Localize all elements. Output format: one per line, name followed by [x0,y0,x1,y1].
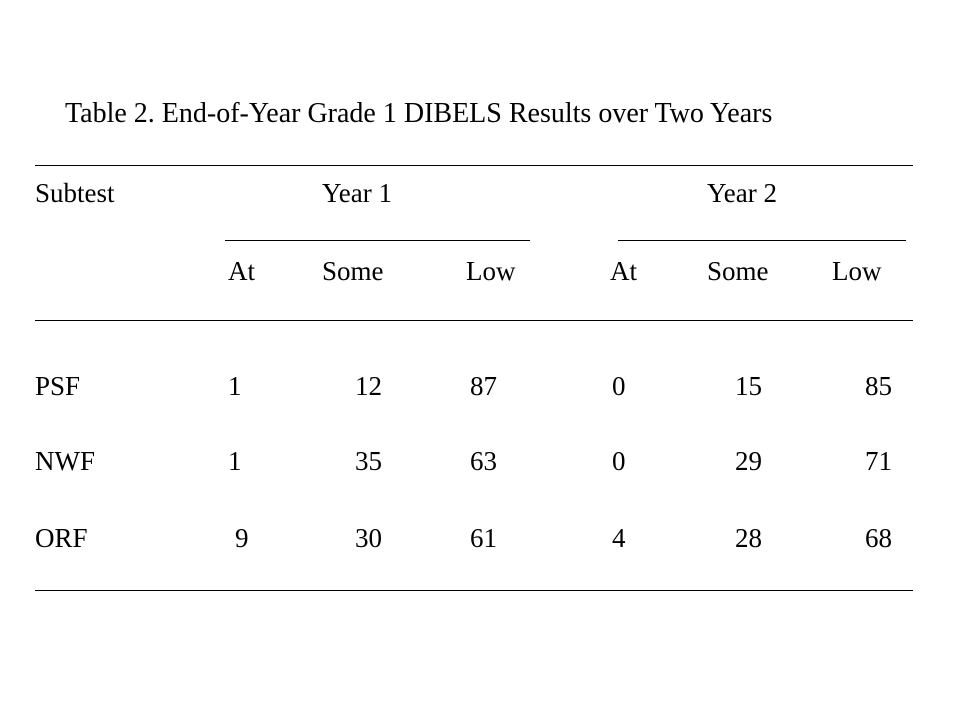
row-orf-year1-low: 61 [470,523,497,553]
row-psf-year2-some: 15 [735,371,762,401]
subheader-year-1-some: Some [322,256,384,286]
row-psf-year1-low: 87 [470,371,497,401]
bottom-rule [35,590,913,591]
row-nwf-year2-at: 0 [612,446,626,476]
row-nwf-year1-some: 35 [355,446,382,476]
subheader-year-1-at: At [228,256,255,286]
row-psf-year1-some: 12 [355,371,382,401]
top-rule [35,165,913,166]
row-nwf-year2-some: 29 [735,446,762,476]
row-orf-year1-some: 30 [355,523,382,553]
header-year-2: Year 2 [707,178,778,208]
subheader-year-2-low: Low [832,256,882,286]
row-psf-year2-low: 85 [865,371,892,401]
table-caption: Table 2. End-of-Year Grade 1 DIBELS Resu… [65,98,773,129]
subheader-year-1-low: Low [466,256,516,286]
row-psf-year1-at: 1 [228,371,242,401]
row-psf-year2-at: 0 [612,371,626,401]
row-nwf-year2-low: 71 [865,446,892,476]
row-nwf-subtest: NWF [35,446,95,476]
header-subtest: Subtest [35,178,115,208]
subheader-year-2-at: At [610,256,637,286]
row-nwf-year1-low: 63 [470,446,497,476]
row-orf-subtest: ORF [35,523,88,553]
row-nwf-year1-at: 1 [228,446,242,476]
year-2-spanner-rule [618,240,906,241]
row-orf-year2-some: 28 [735,523,762,553]
header-bottom-rule [35,320,913,321]
subheader-year-2-some: Some [707,256,769,286]
row-orf-year2-at: 4 [612,523,626,553]
row-psf-subtest: PSF [35,371,81,401]
year-1-spanner-rule [225,240,530,241]
header-year-1: Year 1 [322,178,393,208]
row-orf-year2-low: 68 [865,523,892,553]
row-orf-year1-at: 9 [235,523,249,553]
